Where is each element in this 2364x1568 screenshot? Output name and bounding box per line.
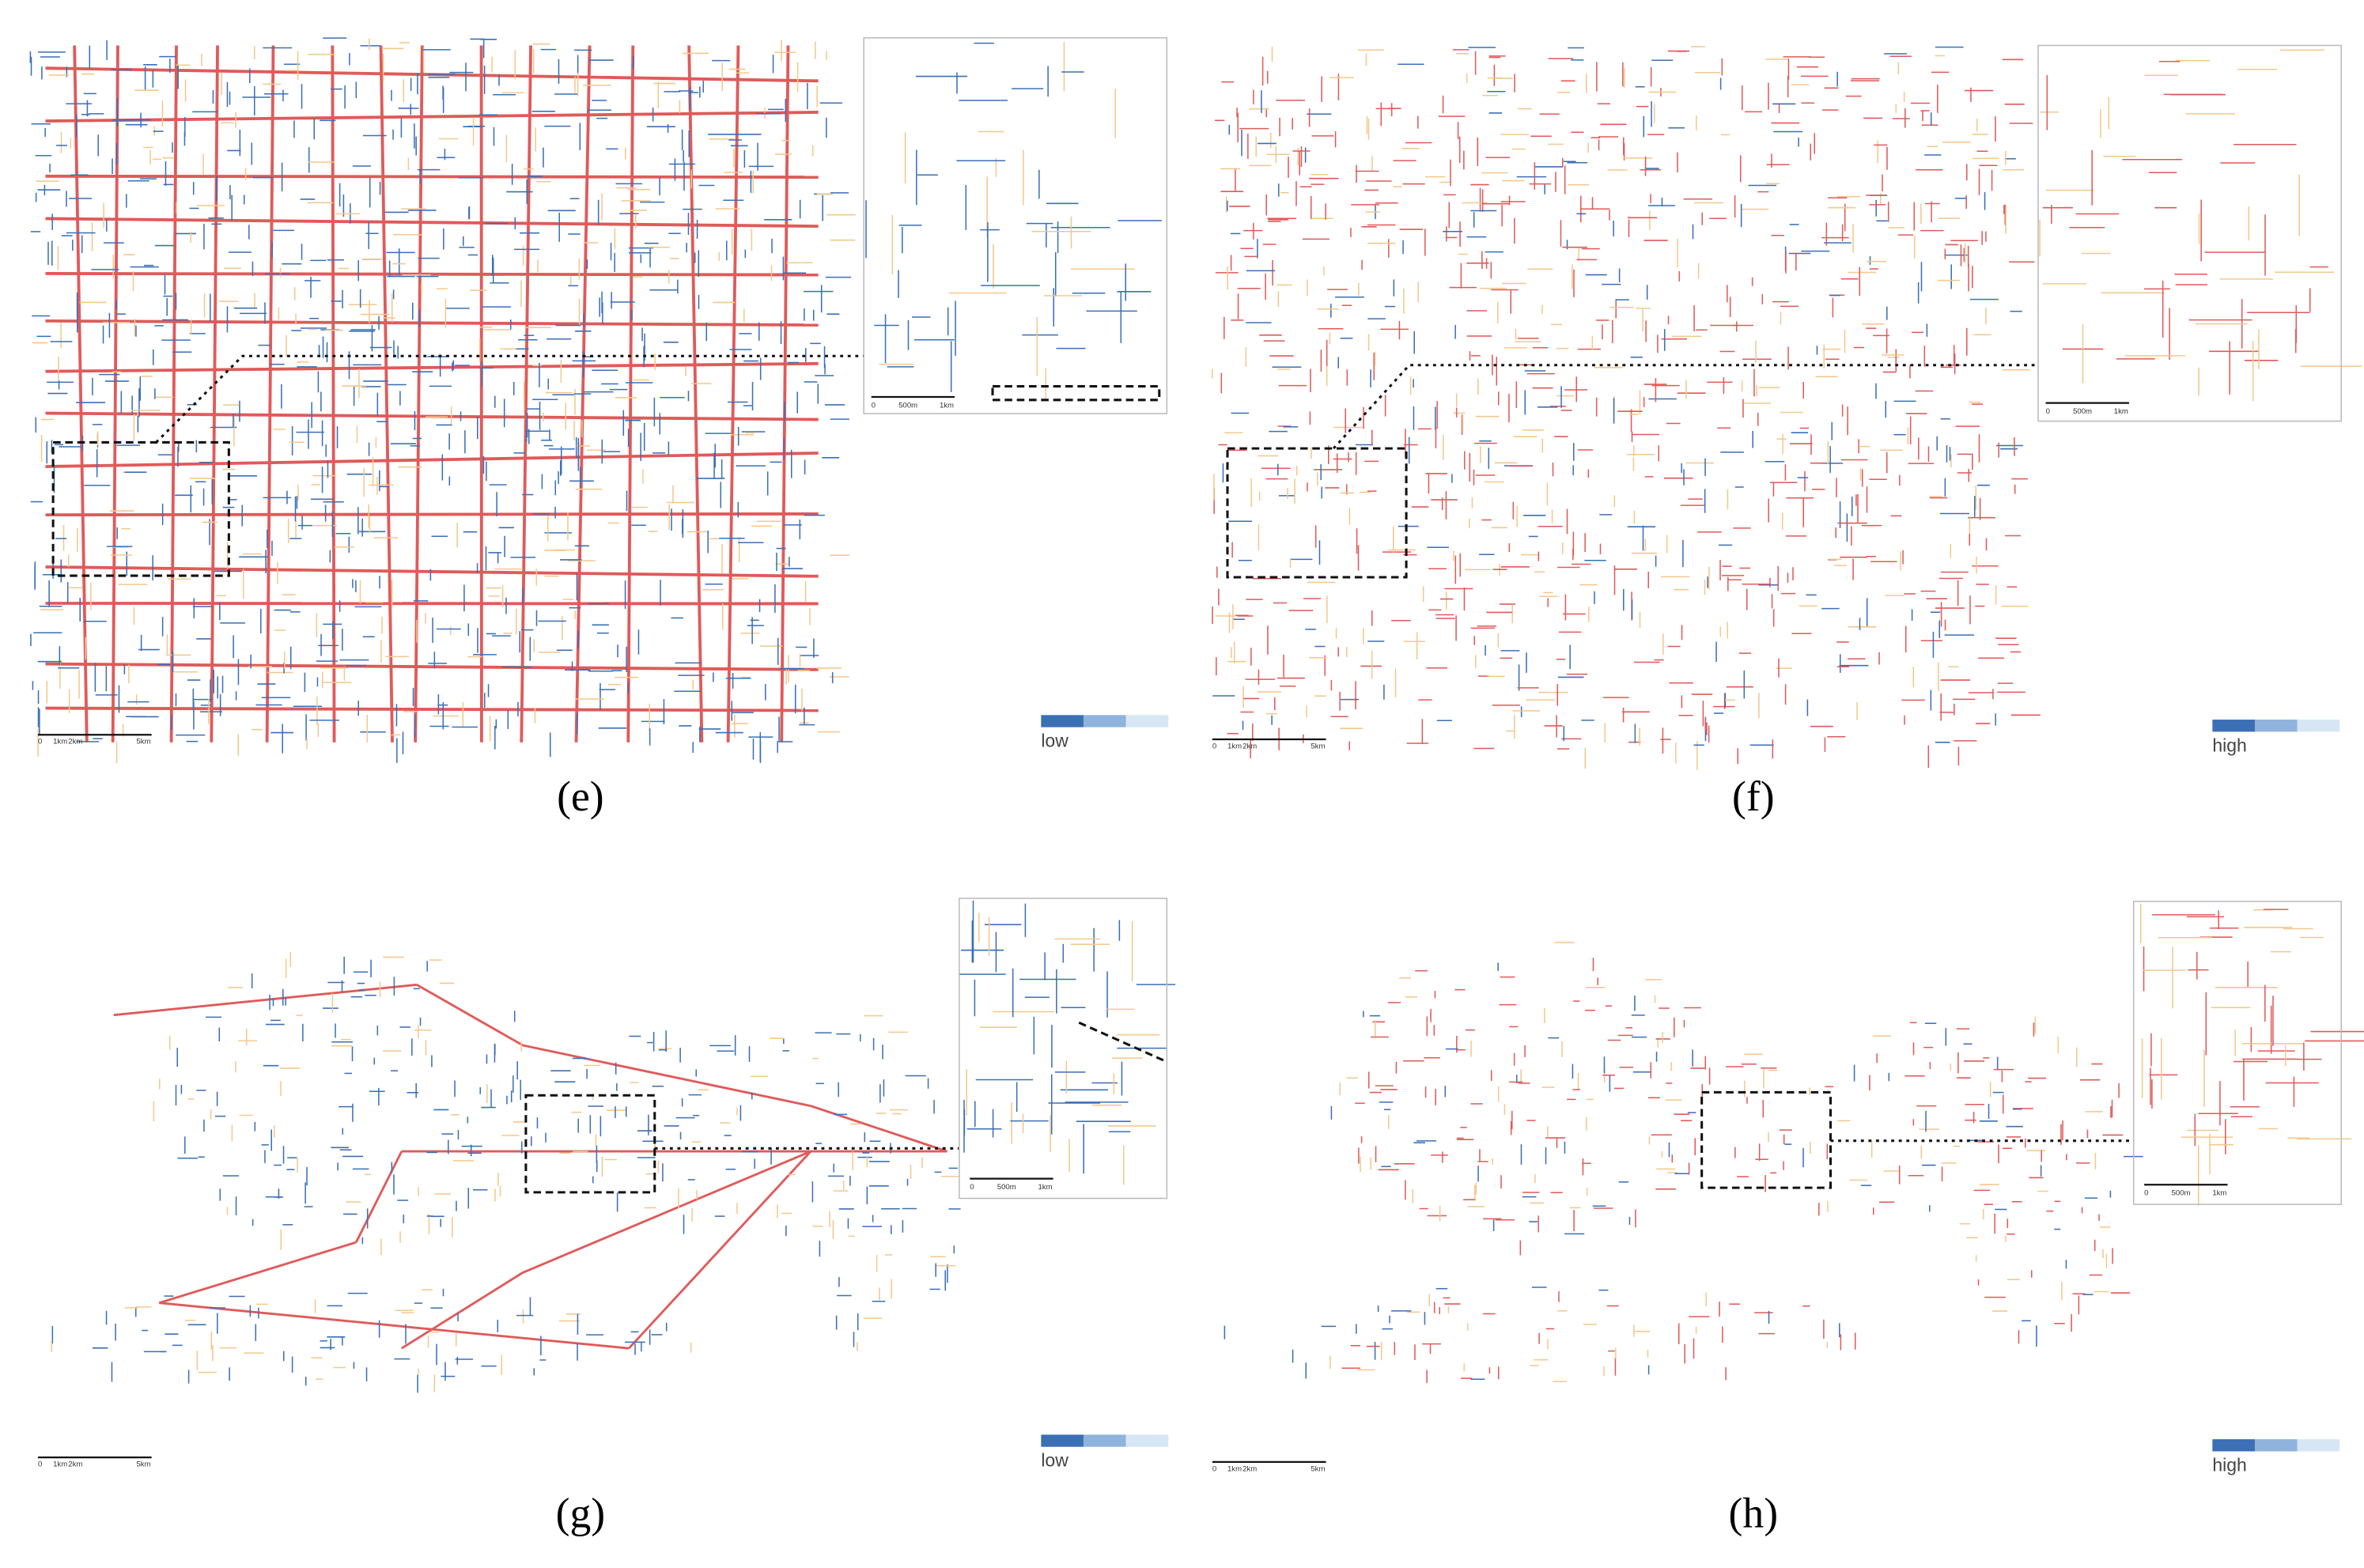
major-road	[45, 662, 819, 671]
major-road	[520, 45, 532, 742]
scale-label: 1km	[1227, 742, 1242, 750]
legend-swatch	[2254, 720, 2298, 732]
legend-label: high	[2212, 1454, 2246, 1475]
major-road	[810, 1105, 947, 1153]
major-road	[401, 1271, 524, 1350]
major-road	[45, 217, 819, 229]
scale-label: 500m	[2172, 1189, 2191, 1198]
scale-label: 1km	[1227, 1464, 1242, 1473]
scale-label: 500m	[2073, 407, 2092, 416]
major-road	[628, 1150, 812, 1350]
scale-label: 0	[1212, 742, 1216, 750]
legend-swatch	[2297, 1439, 2340, 1452]
scale-label: 1km	[53, 1460, 67, 1469]
legend-swatch	[1041, 715, 1084, 727]
scale-label: 1km	[53, 738, 67, 746]
scale-label: 500m	[898, 401, 917, 410]
legend-swatch	[1125, 715, 1169, 727]
scale-label: 0	[38, 1460, 42, 1469]
panel-caption: (g)	[556, 1489, 606, 1536]
annotations	[51, 37, 2342, 1205]
major-road	[416, 984, 524, 1047]
scale-label: 1km	[940, 401, 954, 410]
scale-label: 2km	[1243, 742, 1257, 750]
scale-label: 0	[1212, 1464, 1216, 1473]
major-road	[45, 272, 819, 277]
scale-label: 5km	[1311, 742, 1325, 750]
scale-label: 0	[970, 1183, 974, 1192]
scale-label: 1km	[2212, 1189, 2226, 1198]
scale-label: 2km	[68, 1460, 82, 1469]
scale-label: 0	[2144, 1189, 2148, 1198]
major-road	[45, 174, 819, 179]
scale-label: 5km	[1311, 1464, 1325, 1473]
scale-label: 2km	[68, 738, 82, 746]
panel-caption: (h)	[1729, 1489, 1779, 1536]
major-road	[158, 1241, 357, 1305]
legend-label: high	[2212, 735, 2246, 755]
scale-label: 0	[2046, 407, 2050, 416]
major-road	[522, 1044, 811, 1108]
major-road	[45, 319, 819, 327]
major-road	[522, 1150, 811, 1274]
major-road	[45, 111, 819, 123]
scale-label: 5km	[137, 738, 151, 746]
legend-swatch	[1125, 1434, 1169, 1447]
scale-label: 0	[872, 401, 876, 410]
panel-caption: (f)	[1732, 773, 1775, 820]
legend-swatch	[1083, 715, 1126, 727]
legend-swatch	[1083, 1434, 1126, 1447]
major-road	[169, 45, 178, 742]
legend-swatch	[2254, 1439, 2298, 1452]
major-road	[45, 602, 819, 606]
scale-label: 2km	[1243, 1464, 1257, 1473]
panel-caption: (e)	[557, 773, 604, 820]
major-road	[355, 1150, 403, 1243]
legend-label: low	[1041, 1450, 1069, 1471]
legend-swatch	[2297, 720, 2340, 732]
road-network	[29, 37, 2364, 1464]
major-road	[113, 983, 418, 1017]
major-road	[780, 45, 790, 742]
major-road	[45, 361, 819, 373]
major-road	[626, 45, 635, 742]
major-road	[726, 45, 740, 742]
major-road	[45, 512, 819, 517]
legend-swatch	[2212, 720, 2255, 732]
major-road	[265, 45, 275, 742]
major-road	[159, 1302, 630, 1350]
scale-label: 0	[38, 738, 42, 746]
scale-label: 5km	[137, 1460, 151, 1469]
major-road	[45, 706, 819, 712]
legend-swatch	[2212, 1439, 2255, 1452]
major-road	[687, 45, 704, 742]
major-road	[379, 45, 394, 742]
scale-label: 1km	[2114, 407, 2128, 416]
scale-label: 500m	[997, 1183, 1016, 1192]
scale-label: 1km	[1038, 1183, 1052, 1192]
legend-label: low	[1041, 731, 1069, 751]
major-road	[45, 565, 819, 578]
major-road	[73, 45, 89, 742]
legend-swatch	[1041, 1434, 1084, 1447]
major-road	[210, 45, 219, 742]
